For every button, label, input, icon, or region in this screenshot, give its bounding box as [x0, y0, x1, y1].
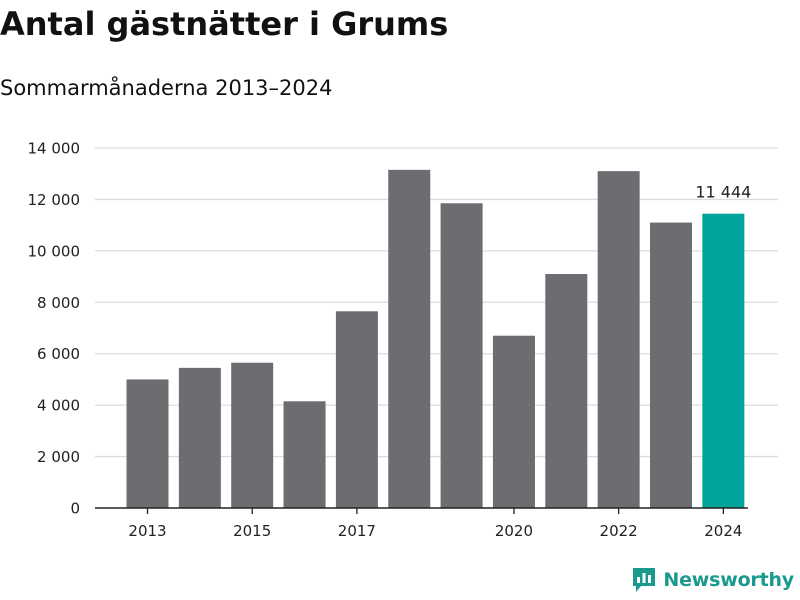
x-tick-label: 2013	[128, 522, 166, 540]
bar-chart-logo-icon	[633, 568, 656, 592]
chart-subtitle: Sommarmånaderna 2013–2024	[0, 76, 333, 100]
y-tick-label: 4 000	[37, 397, 80, 415]
x-tick-label: 2017	[338, 522, 376, 540]
bars	[126, 169, 745, 509]
y-tick-label: 6 000	[37, 345, 80, 363]
chart-title: Antal gästnätter i Grums	[0, 5, 449, 43]
brand-name: Newsworthy	[663, 569, 794, 591]
bar-2017	[335, 311, 378, 508]
bar-2016	[283, 401, 326, 508]
y-tick-label: 2 000	[37, 448, 80, 466]
x-tick-label: 2022	[600, 522, 638, 540]
x-axis	[95, 507, 748, 514]
bar-2015	[231, 362, 274, 508]
bar-2024	[702, 213, 745, 508]
bar-2023	[650, 222, 692, 509]
brand: Newsworthy	[631, 566, 794, 594]
data-label: 11 444	[695, 183, 751, 202]
x-axis-tick-labels: 2013 2015 2017 2020 2022 2024	[128, 522, 742, 540]
y-tick-label: 12 000	[28, 191, 81, 209]
bar-2013	[126, 379, 169, 508]
bar-2018	[388, 169, 431, 508]
y-tick-label: 14 000	[28, 140, 81, 158]
bar-2021	[545, 274, 588, 508]
bar-2022	[597, 171, 640, 508]
y-tick-label: 0	[70, 500, 80, 518]
y-tick-label: 8 000	[37, 294, 80, 312]
bar-2020	[492, 335, 535, 508]
x-tick-label: 2020	[495, 522, 533, 540]
bar-2014	[178, 367, 221, 508]
x-tick-label: 2024	[704, 522, 742, 540]
y-axis-tick-labels: 0 2 000 4 000 6 000 8 000 10 000 12 000 14 000	[28, 140, 81, 518]
bar-2019	[440, 203, 483, 509]
x-tick-label: 2015	[233, 522, 271, 540]
data-labels: 11 444	[695, 183, 751, 202]
y-tick-label: 10 000	[28, 242, 81, 260]
